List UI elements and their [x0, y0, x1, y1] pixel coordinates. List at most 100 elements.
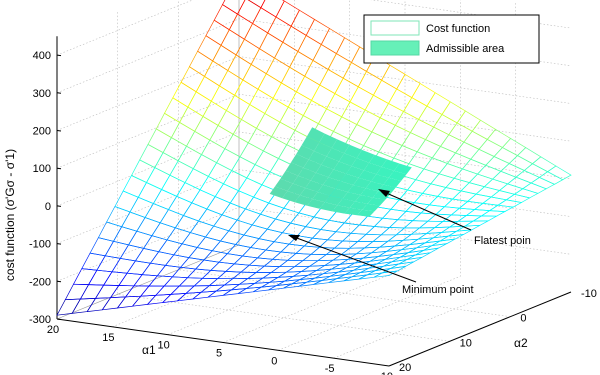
wire-cell [174, 215, 200, 234]
admissible-cell [383, 177, 402, 188]
wire-cell [122, 175, 147, 198]
wire-cell [228, 219, 253, 236]
admissible-cell [314, 142, 332, 157]
admissible-cell [296, 145, 314, 160]
wire-cell [348, 241, 374, 249]
wire-cell [468, 173, 494, 188]
wire-cell [336, 272, 361, 279]
wire-cell [451, 190, 477, 202]
wire-cell [416, 139, 442, 159]
wire-cell [329, 269, 354, 277]
admissible-cell [394, 163, 412, 175]
alpha1-axis-line [56, 318, 390, 367]
wire-cell [363, 131, 388, 153]
alpha1-tick-label: 10 [158, 340, 170, 352]
admissible-cell [358, 170, 377, 182]
wire-cell [475, 186, 501, 198]
gridline-z [56, 0, 572, 56]
wire-cell [199, 175, 225, 198]
z-tick-mark [56, 92, 62, 94]
wire-cell [249, 238, 275, 251]
annotation-flatest: Flatest poin [378, 189, 531, 247]
wire-cell [488, 204, 515, 212]
wire-cell [147, 128, 172, 154]
wire-cell [197, 35, 222, 62]
admissible-cell [310, 172, 329, 185]
gridline-z [56, 56, 572, 131]
alpha1-tick-label: -10 [377, 371, 393, 375]
wire-cell [416, 240, 441, 249]
admissible-cell [312, 192, 331, 203]
wire-cell [346, 260, 371, 269]
wire-cell [379, 103, 404, 126]
wire-cell [196, 236, 222, 252]
wire-cell [275, 0, 300, 27]
admissible-cell [381, 159, 400, 171]
wire-cell [237, 177, 263, 198]
admissible-cell [285, 162, 304, 176]
legend-label-cost-function: Cost function [426, 23, 490, 35]
wire-cell [204, 60, 229, 87]
admissible-cell [323, 177, 341, 189]
wire-cell [446, 152, 472, 170]
admissible-cell [356, 149, 375, 163]
wire-cell [129, 196, 154, 218]
admissible-cell [301, 136, 320, 151]
z-tick-mark [56, 167, 62, 170]
admissible-cell [362, 203, 380, 212]
wire-cell [234, 79, 259, 105]
wire-cell [280, 66, 306, 93]
wire-cell [216, 148, 241, 171]
wire-cell [418, 105, 443, 128]
wire-cell [239, 142, 264, 166]
wire-cell [383, 259, 408, 267]
wire-cell [207, 162, 233, 185]
wire-cell [424, 126, 450, 147]
wire-cell [97, 221, 123, 242]
wire-cell [342, 62, 367, 88]
wire-cell [114, 190, 139, 213]
x-axis-label: α1 [142, 343, 156, 357]
wire-cell [213, 214, 238, 232]
legend: Cost function Admissible area [363, 14, 540, 64]
admissible-cell [275, 178, 293, 191]
wire-cell [453, 168, 479, 183]
admissible-cell [303, 159, 322, 173]
wire-cell [455, 141, 480, 160]
admissible-cell [335, 181, 354, 192]
wire-cell [327, 53, 352, 79]
y-axis-label: α2 [514, 336, 528, 350]
z-tick-mark [56, 130, 62, 132]
annotation-minimum-label: Minimum point [402, 284, 474, 296]
admissible-cell [319, 202, 338, 212]
wire-cell [443, 198, 469, 209]
wire-cell [179, 106, 204, 132]
wire-cell [372, 79, 398, 104]
wire-cell [388, 88, 413, 112]
z-tick-label: 200 [33, 126, 51, 138]
wire-cell [320, 219, 345, 233]
wire-cell [505, 193, 531, 203]
wire-cell [258, 228, 284, 243]
gridline-alpha1 [278, 0, 461, 351]
wire-cell [321, 274, 346, 281]
wire-cell [290, 9, 315, 36]
wire-cell [368, 261, 393, 269]
wire-cell [127, 230, 153, 249]
wire-cell [226, 244, 252, 257]
admissible-cell [291, 154, 309, 168]
wire-cell [319, 68, 344, 95]
wire-cell [460, 182, 486, 195]
wire-cell [464, 220, 489, 227]
alpha1-tick-label: 5 [216, 348, 222, 360]
wire-cell [169, 160, 194, 184]
wire-cell [225, 94, 251, 120]
wire-cell [335, 37, 361, 63]
wire-cell [361, 259, 386, 267]
wire-cell [357, 70, 383, 96]
admissible-cell [332, 205, 350, 214]
wire-cell [162, 137, 187, 162]
wire-cell [222, 170, 248, 192]
wire-cell [531, 156, 557, 173]
wire-cell [398, 256, 423, 265]
